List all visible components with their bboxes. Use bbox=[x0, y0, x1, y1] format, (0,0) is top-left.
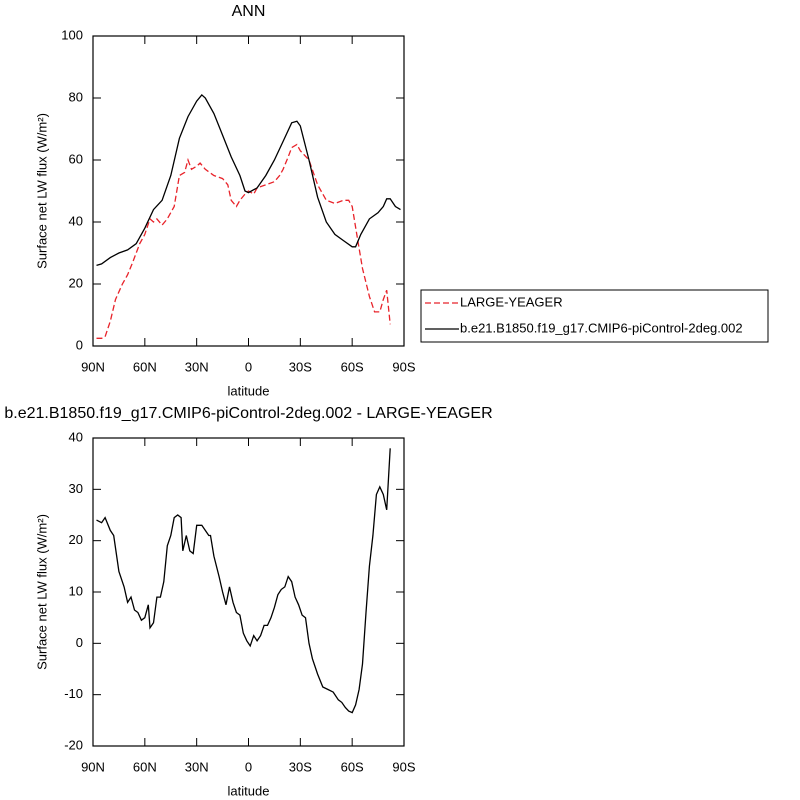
chart-title: b.e21.B1850.f19_g17.CMIP6-piControl-2deg… bbox=[4, 405, 492, 422]
x-tick-label: 90S bbox=[392, 759, 415, 774]
x-axis-label: latitude bbox=[228, 383, 270, 398]
plot-frame bbox=[92, 35, 405, 347]
x-tick-label: 30N bbox=[185, 759, 209, 774]
x-tick-label: 60S bbox=[341, 759, 364, 774]
data-line bbox=[96, 448, 391, 714]
x-tick-label: 90N bbox=[81, 359, 105, 374]
x-tick-label: 0 bbox=[245, 359, 252, 374]
y-axis-label: Surface net LW flux (W/m²) bbox=[34, 514, 49, 670]
y-tick-label: 0 bbox=[76, 635, 83, 650]
x-tick-label: 30N bbox=[185, 359, 209, 374]
legend-box bbox=[420, 289, 769, 343]
legend-label: LARGE-YEAGER bbox=[460, 294, 563, 309]
data-line bbox=[96, 93, 401, 267]
chart-title: ANN bbox=[232, 3, 266, 20]
y-tick-label: 60 bbox=[69, 151, 83, 166]
y-tick-label: 80 bbox=[69, 89, 83, 104]
x-tick-label: 0 bbox=[245, 759, 252, 774]
x-tick-label: 30S bbox=[289, 359, 312, 374]
legend-label: b.e21.B1850.f19_g17.CMIP6-piControl-2deg… bbox=[460, 320, 743, 335]
y-tick-label: 30 bbox=[69, 481, 83, 496]
y-tick-label: -20 bbox=[64, 737, 83, 752]
x-tick-label: 90S bbox=[392, 359, 415, 374]
y-tick-label: 40 bbox=[69, 429, 83, 444]
y-tick-label: 40 bbox=[69, 213, 83, 228]
y-tick-label: 20 bbox=[69, 275, 83, 290]
x-tick-label: 60N bbox=[133, 359, 157, 374]
y-tick-label: -10 bbox=[64, 686, 83, 701]
data-line bbox=[96, 143, 391, 339]
y-axis-label: Surface net LW flux (W/m²) bbox=[34, 113, 49, 269]
x-tick-label: 60N bbox=[133, 759, 157, 774]
x-axis-label: latitude bbox=[228, 783, 270, 798]
x-tick-label: 60S bbox=[341, 359, 364, 374]
x-tick-label: 90N bbox=[81, 759, 105, 774]
y-tick-label: 20 bbox=[69, 532, 83, 547]
plot-frame bbox=[92, 437, 405, 747]
y-tick-label: 10 bbox=[69, 583, 83, 598]
y-tick-label: 100 bbox=[61, 27, 83, 42]
x-tick-label: 30S bbox=[289, 759, 312, 774]
y-tick-label: 0 bbox=[76, 337, 83, 352]
